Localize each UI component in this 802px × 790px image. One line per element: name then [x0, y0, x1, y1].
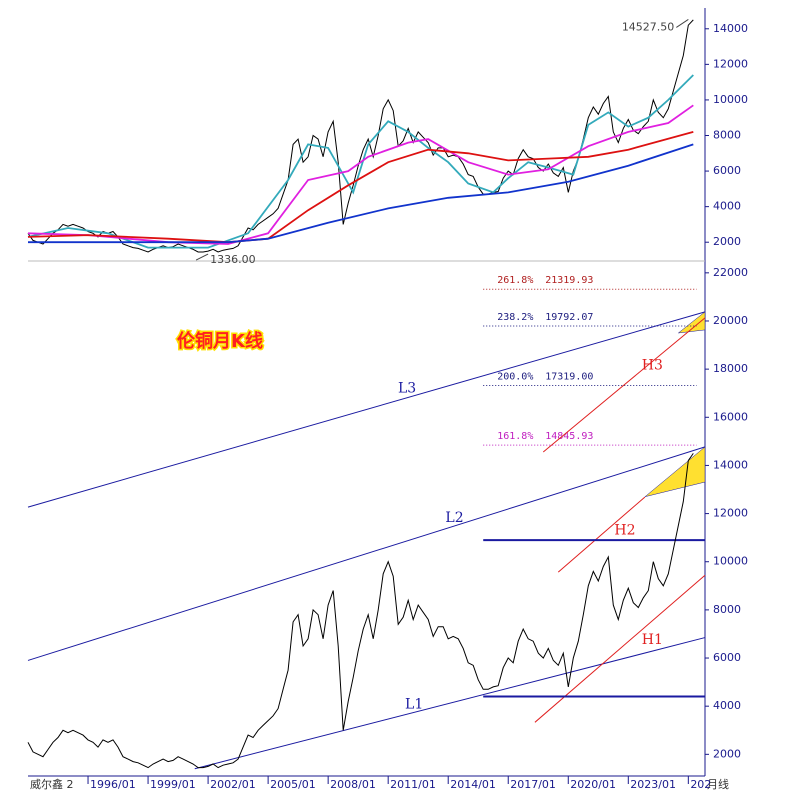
- trend-line: [557, 496, 646, 573]
- fib-ratio: 261.8%: [497, 275, 533, 286]
- y-tick-label: 8000: [713, 129, 741, 142]
- x-tick-label: 2011/01: [390, 778, 436, 790]
- y-tick-label: 12000: [713, 57, 748, 70]
- trend-label: H2: [614, 523, 635, 539]
- y-tick-label: 20000: [713, 314, 748, 327]
- trend-line: [542, 317, 706, 453]
- annotation-leader: [676, 18, 689, 28]
- x-tick-label: 2014/01: [450, 778, 496, 790]
- fib-value: 17319.00: [545, 372, 593, 383]
- fib-value: 14845.93: [545, 431, 593, 442]
- y-tick-label: 12000: [713, 507, 748, 520]
- y-tick-label: 6000: [713, 651, 741, 664]
- x-tick-label: 2008/01: [330, 778, 376, 790]
- trend-line: [534, 574, 706, 723]
- trend-line: [27, 446, 706, 661]
- trend-label: H1: [642, 632, 663, 648]
- highlight: [677, 311, 706, 334]
- y-tick-label: 2000: [713, 747, 741, 760]
- fib-ratio: 200.0%: [497, 372, 533, 383]
- y-tick-label: 4000: [713, 200, 741, 213]
- trend-line: [194, 637, 706, 770]
- y-tick-label: 2000: [713, 235, 741, 248]
- annotation-leader: [195, 253, 209, 261]
- y-tick-label: 14000: [713, 22, 748, 35]
- fib-value: 19792.07: [545, 312, 593, 323]
- annotation: 14527.50: [622, 20, 675, 33]
- trend-label: L3: [398, 381, 416, 397]
- y-tick-label: 18000: [713, 362, 748, 375]
- x-tick-label: 2017/01: [510, 778, 556, 790]
- y-tick-label: 14000: [713, 458, 748, 471]
- footer-label: 威尔鑫 2: [30, 777, 74, 790]
- price-line: [27, 453, 694, 769]
- y-tick-label: 4000: [713, 699, 741, 712]
- fib-ratio: 238.2%: [497, 312, 533, 323]
- x-tick-label: 2023/01: [630, 778, 676, 790]
- highlight: [644, 446, 706, 497]
- y-tick-label: 10000: [713, 93, 748, 106]
- trend-label: L2: [445, 510, 463, 526]
- x-tick-label: 1996/01: [90, 778, 136, 790]
- x-tick-label: 2005/01: [270, 778, 316, 790]
- x-tick-label: 202: [690, 778, 711, 790]
- fib-ratio: 161.8%: [497, 431, 533, 442]
- x-tick-label: 2020/01: [570, 778, 616, 790]
- y-tick-label: 6000: [713, 164, 741, 177]
- chart-title: 伦铜月K线: [177, 330, 263, 352]
- price-line: [28, 143, 694, 244]
- price-line: [27, 104, 694, 245]
- y-tick-label: 22000: [713, 266, 748, 279]
- y-tick-label: 10000: [713, 555, 748, 568]
- x-tick-label: 1999/01: [150, 778, 196, 790]
- trend-line: [27, 311, 706, 508]
- price-line: [27, 131, 694, 244]
- y-tick-label: 8000: [713, 603, 741, 616]
- period-label: 月线: [707, 777, 729, 790]
- fib-value: 21319.93: [545, 275, 593, 286]
- x-tick-label: 2002/01: [210, 778, 256, 790]
- trend-label: L1: [405, 696, 423, 712]
- annotation: 1336.00: [210, 253, 256, 266]
- y-tick-label: 16000: [713, 410, 748, 423]
- trend-label: H3: [642, 357, 663, 373]
